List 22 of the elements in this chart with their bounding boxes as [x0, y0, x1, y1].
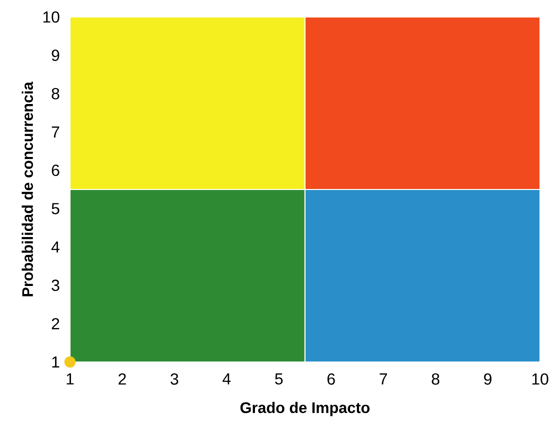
y-tick-label: 8	[52, 88, 60, 100]
y-tick-label: 3	[52, 280, 60, 291]
x-axis-title: Grado de Impacto	[240, 402, 370, 416]
y-tick-label: 6	[52, 164, 60, 176]
y-tick-label: 2	[52, 318, 60, 330]
y-tick-label: 7	[52, 126, 60, 138]
x-tick-label: 7	[380, 373, 387, 384]
x-tick-label: 6	[327, 373, 335, 385]
y-tick-label: 1	[52, 356, 60, 368]
y-tick-label: 10	[43, 11, 60, 23]
y-axis-title: Probabilidad de concurrencia	[22, 82, 33, 296]
y-tick-label: 5	[52, 203, 60, 214]
x-tick-label: 8	[432, 373, 440, 385]
x-tick-label: 10	[532, 373, 548, 385]
x-tick-label: 3	[170, 373, 178, 385]
x-tick-label: 5	[275, 373, 283, 385]
y-tick-label: 9	[52, 50, 60, 61]
x-tick-label: 9	[484, 373, 492, 385]
y-tick-label: 4	[51, 242, 60, 253]
x-tick-label: 1	[66, 373, 74, 384]
x-tick-label: 4	[222, 373, 231, 384]
x-tick-label: 2	[118, 373, 126, 385]
